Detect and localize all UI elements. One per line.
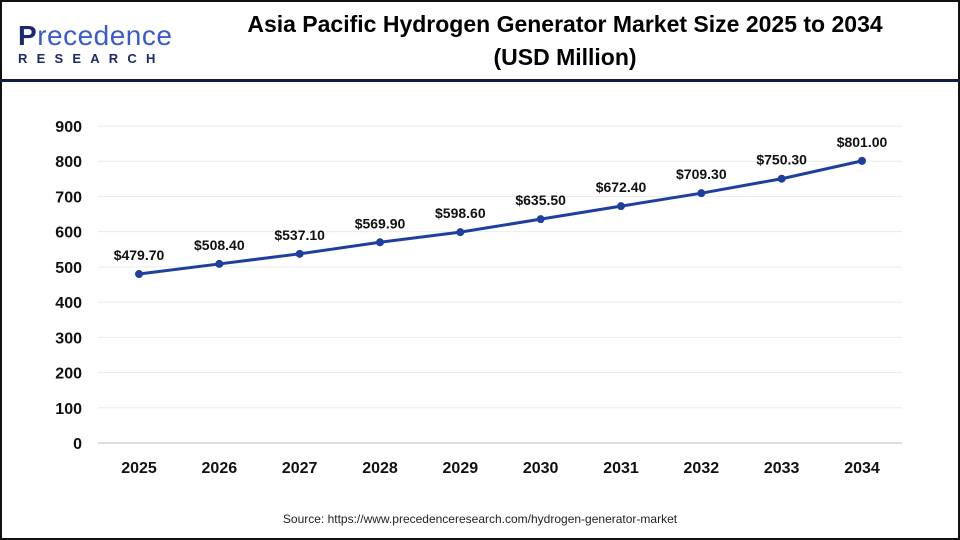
data-point	[456, 228, 465, 237]
chart-title: Asia Pacific Hydrogen Generator Market S…	[190, 8, 940, 74]
x-tick-label: 2030	[523, 460, 559, 477]
x-tick-label: 2033	[764, 460, 800, 477]
y-tick-label: 900	[55, 119, 82, 136]
x-tick-label: 2029	[443, 460, 479, 477]
y-tick-label: 0	[73, 436, 82, 453]
data-point	[617, 202, 625, 211]
y-tick-label: 300	[55, 330, 82, 347]
data-point	[295, 249, 304, 258]
data-label: $635.50	[515, 192, 566, 208]
logo-subtext: RESEARCH	[18, 51, 165, 66]
header-divider	[0, 79, 960, 82]
data-point	[376, 238, 384, 247]
x-tick-label: 2034	[844, 460, 880, 477]
data-label: $750.30	[756, 152, 807, 168]
data-point	[215, 259, 224, 268]
logo-letter: P	[18, 20, 38, 51]
y-tick-label: 500	[55, 260, 82, 277]
data-point	[135, 270, 143, 279]
title-line-1: Asia Pacific Hydrogen Generator Market S…	[247, 11, 883, 37]
x-tick-label: 2032	[684, 460, 720, 477]
data-point	[777, 174, 786, 183]
data-label: $508.40	[194, 237, 245, 253]
y-tick-label: 100	[55, 401, 82, 418]
y-tick-label: 400	[55, 295, 82, 312]
y-tick-label: 800	[55, 154, 82, 171]
x-tick-label: 2027	[282, 460, 318, 477]
x-tick-label: 2031	[603, 460, 639, 477]
logo-text: recedence	[37, 20, 173, 51]
data-label: $479.70	[114, 247, 165, 263]
data-point	[858, 156, 866, 165]
series-line	[138, 159, 863, 276]
data-label: $672.40	[596, 179, 647, 195]
data-label: $801.00	[837, 134, 888, 150]
data-label: $569.90	[355, 215, 406, 231]
x-tick-label: 2028	[362, 460, 398, 477]
source-text: Source: https://www.precedenceresearch.c…	[282, 512, 678, 526]
data-label: $709.30	[676, 166, 727, 182]
precedence-research-logo: Precedence RESEARCH	[18, 20, 173, 67]
data-point	[697, 189, 706, 198]
data-point	[536, 215, 545, 224]
x-tick-label: 2026	[202, 460, 238, 477]
x-tick-label: 2025	[121, 460, 157, 477]
y-tick-label: 200	[55, 366, 82, 383]
data-label: $598.60	[435, 205, 486, 221]
y-tick-label: 700	[55, 189, 82, 206]
y-tick-label: 600	[55, 225, 82, 242]
title-line-2: (USD Million)	[493, 44, 637, 70]
data-label: $537.10	[274, 227, 325, 243]
